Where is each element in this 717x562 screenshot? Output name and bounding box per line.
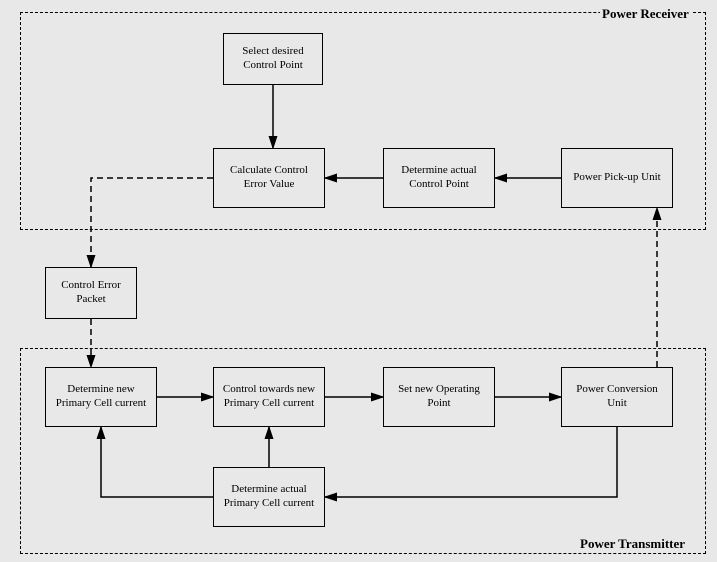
node-power-pickup: Power Pick-up Unit xyxy=(561,148,673,208)
diagram-canvas: Power Receiver Power Transmitter Select … xyxy=(0,0,717,562)
node-det-new-primary: Determine new Primary Cell current xyxy=(45,367,157,427)
region-receiver-label: Power Receiver xyxy=(600,6,691,22)
node-det-actual-primary: Determine actual Primary Cell current xyxy=(213,467,325,527)
node-set-new-op: Set new Operating Point xyxy=(383,367,495,427)
node-ctrl-towards: Control towards new Primary Cell current xyxy=(213,367,325,427)
node-select-desired: Select desired Control Point xyxy=(223,33,323,85)
region-transmitter-label: Power Transmitter xyxy=(578,536,687,552)
node-power-conv: Power Conversion Unit xyxy=(561,367,673,427)
node-ctrl-err-pkt: Control Error Packet xyxy=(45,267,137,319)
node-det-actual-cp: Determine actual Control Point xyxy=(383,148,495,208)
node-calc-error: Calculate Control Error Value xyxy=(213,148,325,208)
